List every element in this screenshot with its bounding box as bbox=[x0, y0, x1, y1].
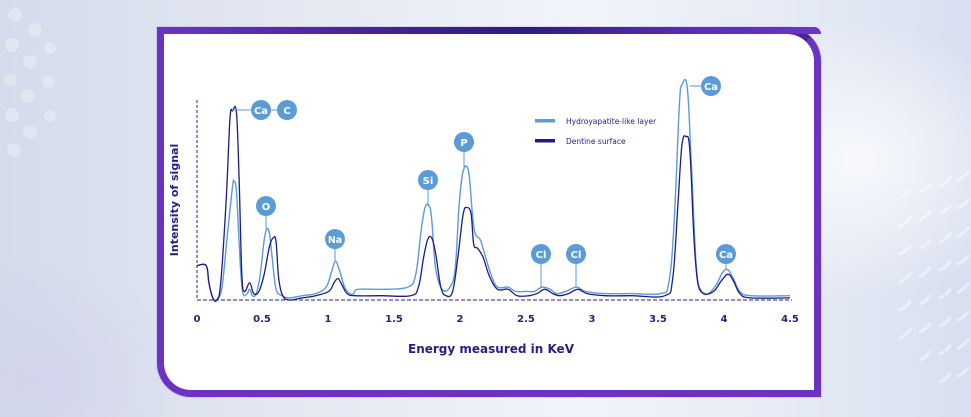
x-tick: 4.5 bbox=[781, 314, 799, 325]
badge-label: Ca bbox=[254, 106, 268, 117]
element-badge-ca-main: Ca bbox=[701, 76, 721, 96]
element-badge-c: C bbox=[277, 100, 297, 120]
legend-label-dentine: Dentine surface bbox=[566, 137, 626, 146]
legend-label-hydroxyapatite: Hydroyapatite-like layer bbox=[566, 117, 657, 126]
x-tick: 1.5 bbox=[385, 314, 403, 325]
badge-label: Si bbox=[423, 176, 434, 187]
x-tick: 2 bbox=[457, 314, 464, 325]
element-badge-ca-low: Ca bbox=[251, 100, 271, 120]
element-badge-cl-1: Cl bbox=[531, 244, 551, 264]
badge-label: Na bbox=[328, 235, 342, 246]
legend-swatch-dentine bbox=[535, 139, 555, 143]
badge-label: Ca bbox=[719, 250, 733, 261]
element-badge-cl-2: Cl bbox=[566, 244, 586, 264]
series-dentine-line bbox=[196, 105, 791, 302]
x-tick: 0.5 bbox=[253, 314, 271, 325]
badge-label: Cl bbox=[571, 250, 582, 261]
badge-label: O bbox=[262, 202, 271, 213]
badge-label: C bbox=[283, 106, 290, 117]
series-hydroxyapatite-line bbox=[196, 78, 791, 302]
x-tick: 2.5 bbox=[517, 314, 535, 325]
element-badge-ca-small: Ca bbox=[716, 244, 736, 264]
x-tick: 3.5 bbox=[649, 314, 667, 325]
x-tick: 1 bbox=[325, 314, 332, 325]
x-tick: 0 bbox=[194, 314, 201, 325]
element-badge-na: Na bbox=[325, 229, 345, 249]
legend: Hydroyapatite-like layer Dentine surface bbox=[535, 117, 657, 146]
badge-label: P bbox=[460, 138, 467, 149]
y-axis-title: Intensity of signal bbox=[168, 144, 181, 256]
element-badge-p: P bbox=[454, 132, 474, 152]
element-badge-o: O bbox=[256, 196, 276, 216]
legend-swatch-hydroxyapatite bbox=[535, 119, 555, 123]
x-tick: 3 bbox=[589, 314, 596, 325]
badge-label: Ca bbox=[704, 82, 718, 93]
badge-label: Cl bbox=[536, 250, 547, 261]
element-badge-si: Si bbox=[418, 170, 438, 190]
x-axis-title: Energy measured in KeV bbox=[408, 342, 575, 356]
x-tick-labels: 0 0.5 1 1.5 2 2.5 3 3.5 4 4.5 bbox=[194, 314, 799, 325]
x-tick: 4 bbox=[721, 314, 728, 325]
